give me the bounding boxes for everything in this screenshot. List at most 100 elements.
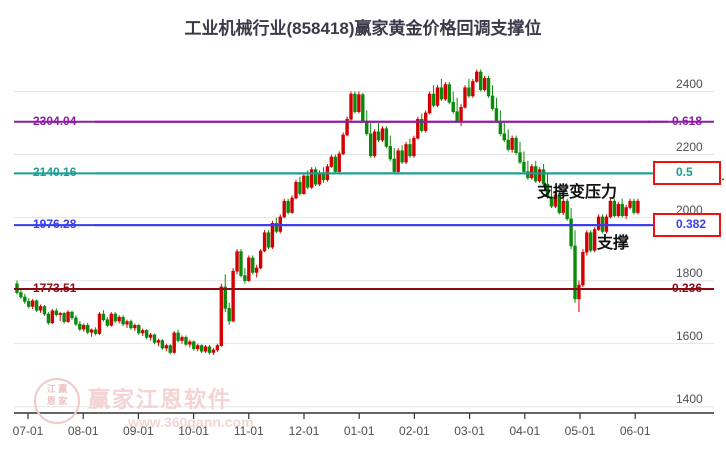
candle-body [526,171,530,179]
candle-body [592,229,597,251]
fib-ratio-highlight-box-0.5[interactable] [653,161,721,186]
candle-body [392,158,396,172]
candle-body [294,181,298,199]
candle-body [628,200,632,208]
y-axis-tick-label: 1800 [676,265,703,280]
candle-body [231,270,235,322]
candle-body [482,77,487,90]
candle-body [141,330,145,334]
candle-body [196,345,200,350]
candle-body [561,200,565,213]
candle-body [400,150,404,163]
candle-body [585,232,589,253]
candle-body [388,146,393,160]
candle-body [172,332,176,353]
fib-ratio-label-0.618: 0.618 [672,113,703,128]
candle-body [541,169,546,185]
fib-price-label-0.618: 2304.04 [33,113,77,128]
candle-body [306,175,310,188]
candle-body [70,311,74,319]
candle-body [148,334,153,338]
candle-body [420,118,424,131]
x-axis-tick-label: 01-01 [343,424,375,438]
candle-body [317,172,322,185]
candle-body [337,153,341,172]
y-axis-tick-label: 2200 [676,139,703,154]
candle-body [502,133,506,141]
candle-body [376,131,381,141]
candle-body [89,329,94,333]
candle-body [239,251,243,276]
candle-body [19,292,23,298]
candle-body [518,152,522,163]
candle-body [38,306,43,311]
candle-body [219,286,224,346]
candle-body [188,341,192,345]
candle-body [302,175,306,194]
candle-body [23,296,27,302]
fib-price-label-0.382: 1976.28 [33,217,77,232]
candle-body [223,286,227,309]
candle-body [545,183,550,198]
candle-body [412,137,416,157]
candle-body [447,84,451,103]
x-axis-tick-label: 04-01 [509,424,541,438]
candle-body [494,108,499,122]
candle-body [636,200,640,213]
candle-body [353,93,357,112]
candle-body [490,95,495,109]
fib-ratio-label-0.236: 0.236 [672,280,703,295]
candle-body [207,346,212,353]
candle-body [431,93,436,106]
candle-body [427,93,432,114]
candle-body [82,325,86,330]
candle-body [164,345,169,349]
candle-body [408,144,412,157]
x-axis-tick-label: 11-01 [233,424,264,438]
candle-body [479,71,483,90]
y-axis-tick-label: 2400 [676,76,703,91]
candle-body [46,313,51,324]
candle-body [384,128,389,147]
candle-body [506,139,510,150]
annotation-support: 支撑 [597,235,630,252]
candle-body [404,144,408,163]
page-title: 工业机械行业(858418)赢家黄金价格回调支撑位 [184,19,542,38]
candle-body [463,87,467,108]
fib-price-label-0.5: 2140.16 [33,165,77,180]
candle-body [74,317,78,325]
candle-body [101,313,106,321]
candle-body [34,300,39,311]
candle-body [608,200,613,218]
candle-body [349,93,353,120]
candle-body [125,321,129,325]
candle-body [274,222,279,232]
candle-body [270,222,275,248]
candle-body [286,200,290,213]
x-axis-tick-label: 06-01 [619,424,651,438]
candle-body [380,128,385,141]
candle-body [117,316,121,322]
candle-body [455,111,459,122]
candle-body [569,218,573,247]
candle-body [211,349,216,353]
candle-body [557,194,562,213]
candle-body [620,204,624,216]
fib-ratio-highlight-box-0.382[interactable] [653,213,721,238]
candle-body [329,156,334,167]
x-axis-tick-label: 03-01 [454,424,485,438]
fib-price-label-0.236: 1773.51 [33,280,77,295]
candle-body [530,166,534,179]
candle-body [254,267,259,273]
candle-body [184,337,188,345]
candle-body [357,94,361,112]
candle-body [589,232,593,251]
x-axis-tick-label: 02-01 [399,424,430,438]
candle-body [58,313,62,315]
candle-body [192,341,196,350]
candle-body [243,275,247,281]
candle-body [581,251,585,286]
candle-body [247,257,251,281]
